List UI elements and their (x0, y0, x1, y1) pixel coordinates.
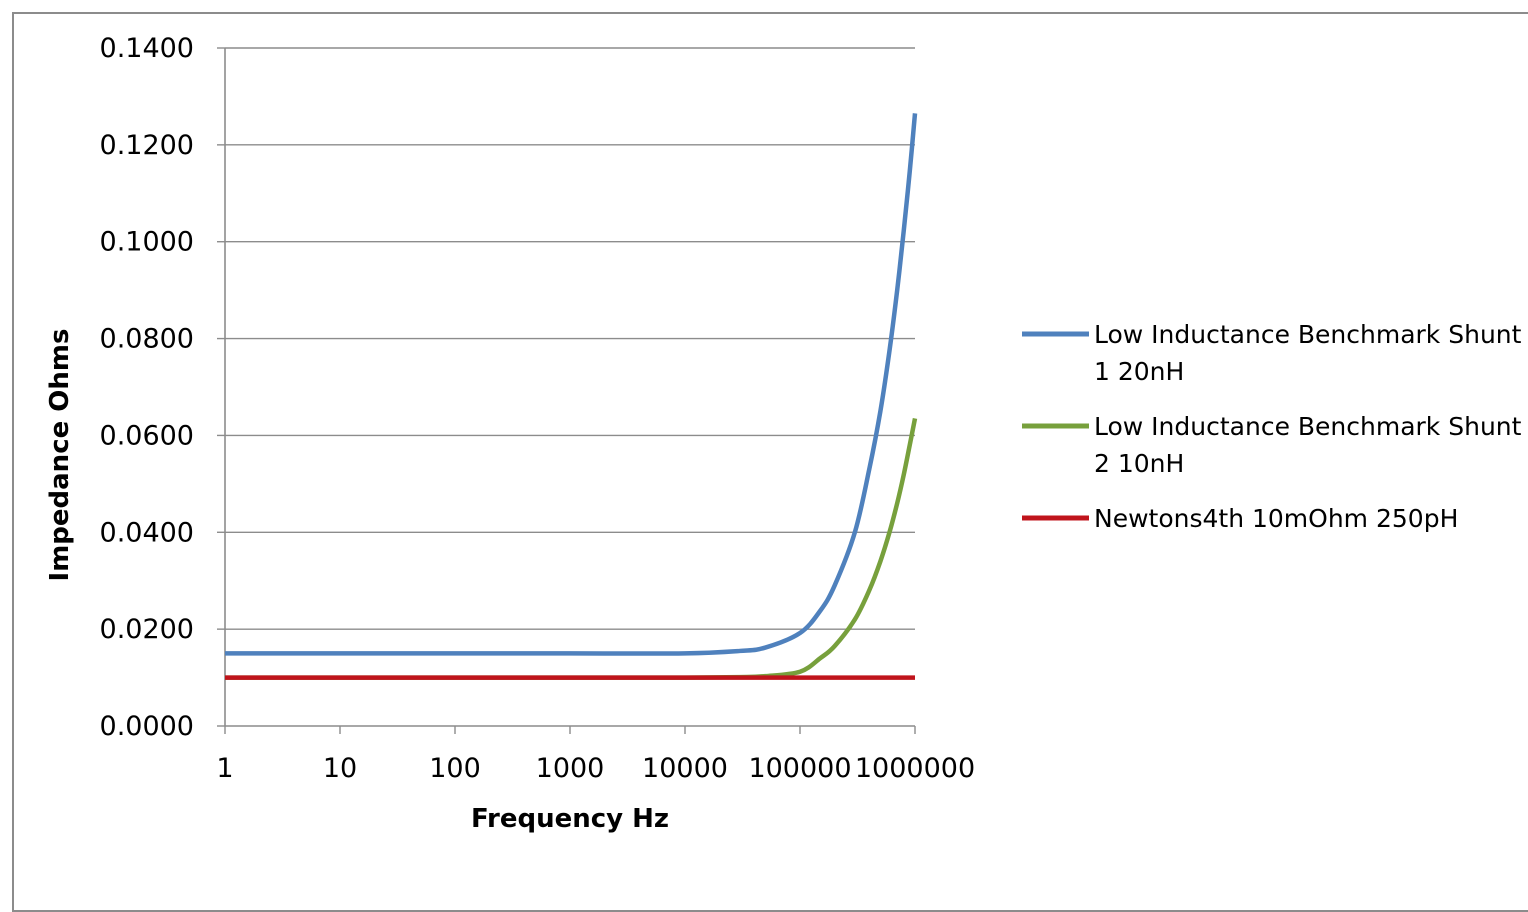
x-tick-label: 1000000 (855, 753, 975, 784)
x-axis-title: Frequency Hz (471, 804, 669, 834)
legend-label-2: Low Inductance Benchmark Shunt (1094, 412, 1522, 441)
y-tick-label: 0.1200 (100, 130, 194, 161)
legend-label-3: Newtons4th 10mOhm 250pH (1094, 504, 1458, 533)
gridlines (225, 47, 915, 630)
chart-frame (12, 12, 1528, 912)
series-lines (225, 113, 918, 680)
legend: Low Inductance Benchmark Shunt 1 20nH Low … (1022, 320, 1522, 533)
chart: 0.0000 0.0200 0.0400 0.0600 0.0800 0.1000 0.12… (45, 33, 1522, 834)
series-line-1 (225, 113, 918, 656)
y-tick-label: 0.0800 (100, 324, 194, 355)
legend-label-2: 2 10nH (1094, 449, 1184, 478)
y-tick-label: 0.0400 (100, 517, 194, 548)
legend-label-1: 1 20nH (1094, 357, 1184, 386)
axes (217, 47, 916, 734)
y-tick-label: 0.1000 (100, 227, 194, 258)
y-tick-label: 0.0200 (100, 614, 194, 645)
y-tick-label: 0.0000 (100, 711, 194, 742)
x-tick-label: 10000 (642, 753, 728, 784)
series-line-2 (225, 418, 918, 680)
x-tick-labels: 1 10 100 1000 10000 100000 1000000 (216, 753, 975, 784)
y-tick-label: 0.0600 (100, 420, 194, 451)
x-tick-label: 100 (429, 753, 481, 784)
y-axis-title: Impedance Ohms (45, 329, 75, 582)
x-tick-label: 1 (216, 753, 233, 784)
x-tick-label: 100000 (748, 753, 851, 784)
x-tick-label: 10 (323, 753, 357, 784)
y-tick-labels: 0.0000 0.0200 0.0400 0.0600 0.0800 0.1000 0.12… (100, 33, 194, 742)
y-tick-label: 0.1400 (100, 33, 194, 64)
x-tick-label: 1000 (536, 753, 605, 784)
legend-label-1: Low Inductance Benchmark Shunt (1094, 320, 1522, 349)
